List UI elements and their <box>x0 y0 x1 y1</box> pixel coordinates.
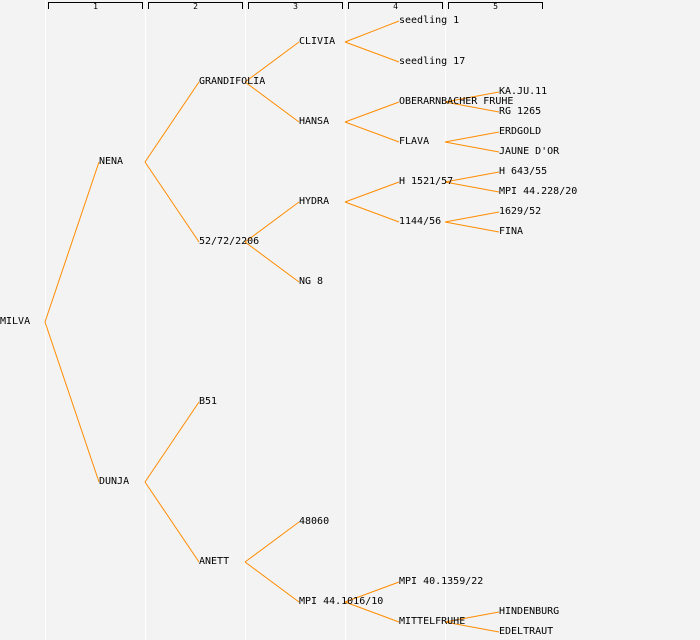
connector-line <box>144 401 200 483</box>
connector-line <box>444 91 500 103</box>
column-divider <box>245 0 246 640</box>
connector-line <box>444 211 500 223</box>
connector-line <box>344 601 400 623</box>
pedigree-node[interactable]: DUNJA <box>99 476 130 487</box>
pedigree-node[interactable]: H 643/55 <box>499 166 548 177</box>
pedigree-node[interactable]: MPI 44.1016/10 <box>299 596 384 607</box>
pedigree-node[interactable]: EDELTRAUT <box>499 626 554 637</box>
column-divider <box>345 0 346 640</box>
pedigree-node[interactable]: CLIVIA <box>299 36 336 47</box>
pedigree-node[interactable]: KA.JU.11 <box>499 86 548 97</box>
column-header: 4 <box>348 2 443 11</box>
connector-line <box>244 241 300 283</box>
pedigree-node[interactable]: HYDRA <box>299 196 330 207</box>
column-header: 5 <box>448 2 543 11</box>
pedigree-node[interactable]: H 1521/57 <box>399 176 454 187</box>
pedigree-node[interactable]: B51 <box>199 396 218 407</box>
pedigree-node[interactable]: HINDENBURG <box>499 606 560 617</box>
column-number: 4 <box>393 2 398 11</box>
pedigree-node[interactable]: ANETT <box>199 556 230 567</box>
pedigree-node[interactable]: 1629/52 <box>499 206 542 217</box>
pedigree-node[interactable]: HANSA <box>299 116 330 127</box>
connector-line <box>444 131 500 143</box>
connector-line <box>244 41 300 83</box>
pedigree-node[interactable]: OBERARNBACHER FRUHE <box>399 96 514 107</box>
pedigree-node[interactable]: FINA <box>499 226 524 237</box>
connector-line <box>344 581 400 603</box>
column-header: 2 <box>148 2 243 11</box>
pedigree-node[interactable]: MITTELFRUHE <box>399 616 466 627</box>
connector-line <box>344 101 400 123</box>
pedigree-node[interactable]: GRANDIFOLIA <box>199 76 266 87</box>
connector-line <box>344 181 400 203</box>
connector-line <box>244 81 300 123</box>
column-header: 1 <box>48 2 143 11</box>
pedigree-node[interactable]: seedling 17 <box>399 56 466 67</box>
column-divider <box>145 0 146 640</box>
column-number: 3 <box>293 2 298 11</box>
pedigree-node[interactable]: FLAVA <box>399 136 430 147</box>
pedigree-node[interactable]: seedling 1 <box>399 15 460 26</box>
connector-line <box>444 611 500 623</box>
pedigree-node[interactable]: JAUNE D'OR <box>499 146 560 157</box>
connector-line <box>444 621 500 633</box>
pedigree-node[interactable]: 1144/56 <box>399 216 442 227</box>
connector-line <box>344 20 400 43</box>
column-divider <box>445 0 446 640</box>
pedigree-node[interactable]: 48060 <box>299 516 330 527</box>
connector-line <box>244 521 300 563</box>
connector-line <box>144 161 200 243</box>
connector-line <box>444 101 500 113</box>
pedigree-node[interactable]: RG 1265 <box>499 106 542 117</box>
connector-line <box>44 321 100 483</box>
connector-line <box>444 181 500 193</box>
pedigree-node[interactable]: NG 8 <box>299 276 324 287</box>
column-number: 1 <box>93 2 98 11</box>
connector-line <box>144 481 200 563</box>
pedigree-node[interactable]: 52/72/2206 <box>199 236 260 247</box>
connector-line <box>44 161 100 323</box>
pedigree-node[interactable]: MPI 44.228/20 <box>499 186 578 197</box>
connector-line <box>444 141 500 153</box>
pedigree-node[interactable]: MILVA <box>0 316 31 327</box>
connector-line <box>344 201 400 223</box>
pedigree-node[interactable]: MPI 40.1359/22 <box>399 576 484 587</box>
connector-line <box>444 221 500 233</box>
connector-line <box>144 81 200 163</box>
connector-line <box>344 121 400 143</box>
pedigree-node[interactable]: ERDGOLD <box>499 126 542 137</box>
column-header: 3 <box>248 2 343 11</box>
connector-line <box>444 171 500 183</box>
connector-line <box>244 561 300 603</box>
column-number: 5 <box>493 2 498 11</box>
pedigree-node[interactable]: NENA <box>99 156 124 167</box>
connector-line <box>344 41 400 63</box>
column-number: 2 <box>193 2 198 11</box>
connector-line <box>244 201 300 243</box>
